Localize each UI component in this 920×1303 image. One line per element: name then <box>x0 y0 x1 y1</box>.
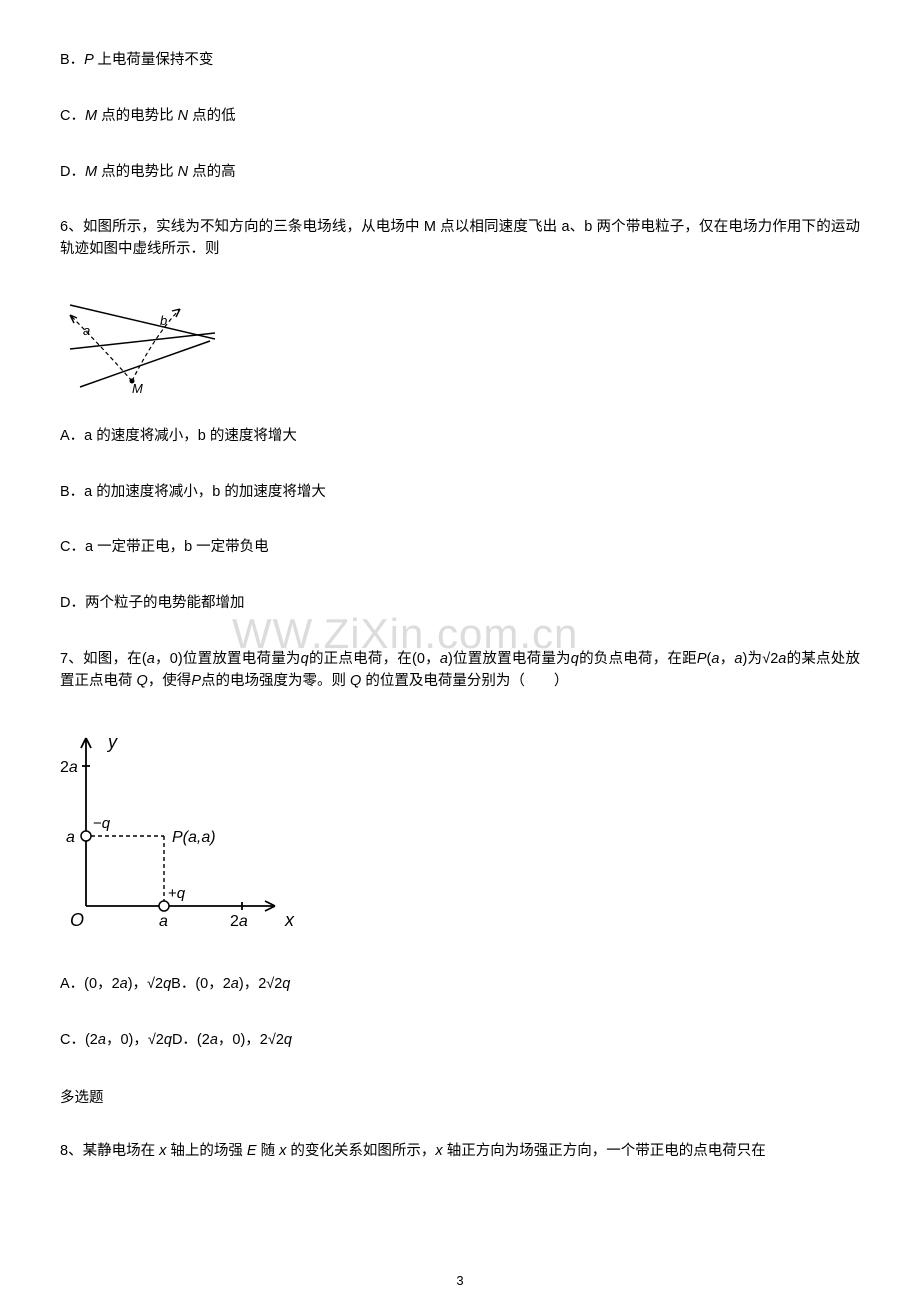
q6-option-b: B．a 的加速度将减小，b 的加速度将增大 <box>60 482 860 504</box>
q5-option-b: B．P 上电荷量保持不变 <box>60 50 860 72</box>
label-2a-y: 2a <box>60 759 78 776</box>
label-plus-q: +q <box>168 885 186 902</box>
label-a-x: a <box>159 913 168 930</box>
label-minus-q: −q <box>93 815 111 832</box>
page-content: B．P 上电荷量保持不变 C．M 点的电势比 N 点的低 D．M 点的电势比 N… <box>60 50 860 1163</box>
label-b: b <box>160 313 167 328</box>
q6-option-a: A．a 的速度将减小，b 的速度将增大 <box>60 426 860 448</box>
q7-stem: 7、如图，在(a，0)位置放置电荷量为q的正点电荷，在(0，a)位置放置电荷量为… <box>60 649 860 693</box>
label-a-y: a <box>66 829 75 846</box>
label-O: O <box>70 910 84 930</box>
label-x: x <box>284 910 295 930</box>
q7-diagram: O x y 2a a a 2a −q +q P(a,a) <box>60 726 860 946</box>
label-P: P(a,a) <box>172 829 216 846</box>
q8-stem: 8、某静电场在 x 轴上的场强 E 随 x 的变化关系如图所示，x 轴正方向为场… <box>60 1141 860 1163</box>
q6-diagram: a b M <box>60 295 860 398</box>
q6-stem: 6、如图所示，实线为不知方向的三条电场线，从电场中 M 点以相同速度飞出 a、b… <box>60 217 860 261</box>
q5-option-c: C．M 点的电势比 N 点的低 <box>60 106 860 128</box>
label-a: a <box>83 323 90 338</box>
section-multi: 多选题 <box>60 1086 860 1107</box>
label-M: M <box>132 381 143 393</box>
q7-options-ab: A．(0，2a)，√2qB．(0，2a)，2√2q <box>60 974 860 996</box>
label-y: y <box>106 732 118 752</box>
q6-option-c: C．a 一定带正电，b 一定带负电 <box>60 537 860 559</box>
q7-options-cd: C．(2a，0)，√2qD．(2a，0)，2√2q <box>60 1030 860 1052</box>
label-2a-x: 2a <box>230 913 248 930</box>
q5-option-d: D．M 点的电势比 N 点的高 <box>60 162 860 184</box>
q6-option-d: D．两个粒子的电势能都增加 <box>60 593 860 615</box>
page-number: 3 <box>0 1273 920 1288</box>
